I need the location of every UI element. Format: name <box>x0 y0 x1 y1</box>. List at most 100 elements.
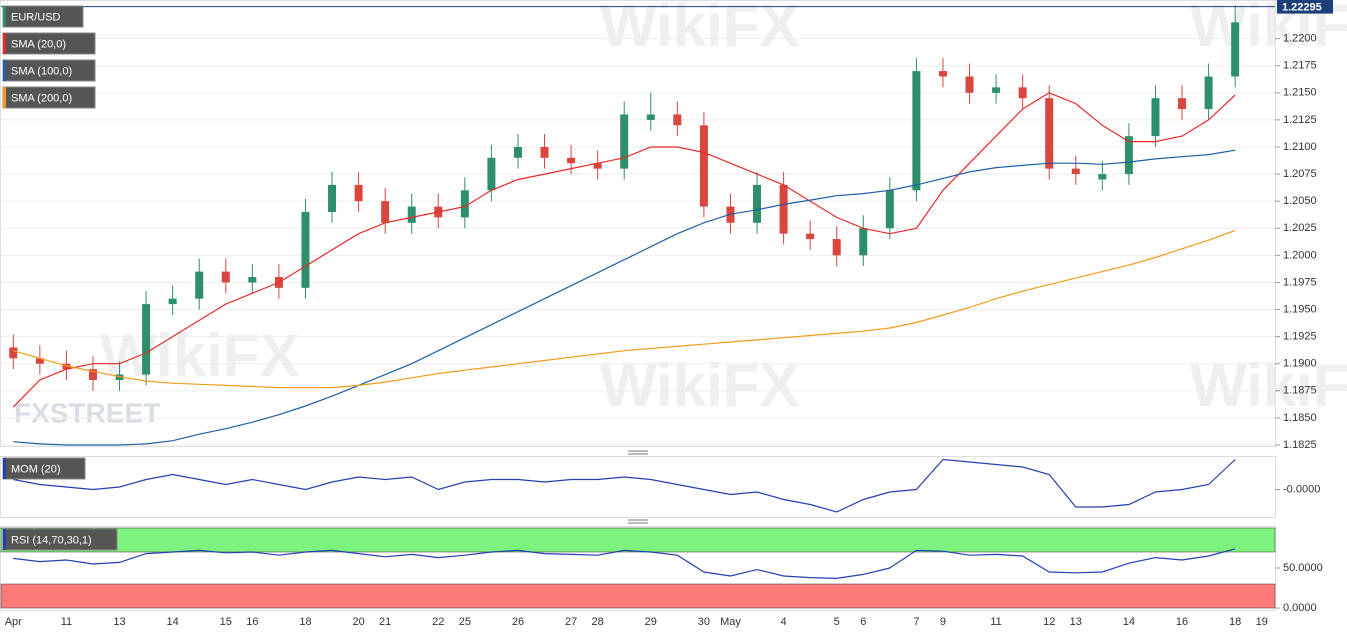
candle-body <box>832 239 841 256</box>
candle-body <box>328 184 337 212</box>
y-tick-label: 1.1950 <box>1283 303 1317 315</box>
candle-body <box>938 71 947 77</box>
candle-body <box>779 184 788 234</box>
candle-body <box>540 146 549 158</box>
main-panel <box>0 0 1276 447</box>
candle-body <box>859 228 868 256</box>
candle-body <box>965 76 974 93</box>
candle-body <box>35 358 44 364</box>
legend-label: EUR/USD <box>11 11 61 23</box>
y-tick-label: -0.0000 <box>1283 483 1320 495</box>
y-tick-label: 50.0000 <box>1283 562 1323 574</box>
candle-body <box>1231 22 1240 77</box>
x-tick-label: 11 <box>990 616 1001 628</box>
candle-body <box>381 201 390 223</box>
legend-swatch <box>3 87 6 108</box>
x-tick-label: 6 <box>860 616 866 628</box>
x-tick-label: 13 <box>1070 616 1082 628</box>
x-tick-label: 20 <box>352 616 364 628</box>
candle-body <box>673 114 682 126</box>
watermark: WikiFX <box>100 322 299 389</box>
mom-panel <box>0 456 1276 518</box>
y-tick-label: 1.2050 <box>1283 195 1317 207</box>
y-tick-label: 1.2100 <box>1283 141 1317 153</box>
indicator-line <box>13 229 1236 389</box>
x-tick-label: 14 <box>1123 616 1135 628</box>
candle-body <box>1045 98 1054 169</box>
indicator-line <box>13 458 1236 513</box>
x-tick-label: 18 <box>299 616 311 628</box>
watermark: WikiFX <box>600 352 799 419</box>
x-tick-label: 14 <box>167 616 179 628</box>
candle-body <box>593 163 602 169</box>
y-tick-label: 1.2025 <box>1283 222 1317 234</box>
candle-body <box>195 271 204 299</box>
y-tick-label: 1.1825 <box>1283 439 1317 451</box>
legend-swatch <box>3 33 6 54</box>
y-tick-label: 1.2175 <box>1283 60 1317 72</box>
candle-body <box>1178 98 1187 110</box>
overbought-zone <box>0 527 1276 553</box>
candle-body <box>1204 76 1213 110</box>
candle-body <box>88 369 97 380</box>
last-price-box <box>1277 0 1333 14</box>
x-tick-label: 9 <box>940 616 946 628</box>
legend-label: SMA (100,0) <box>11 65 72 77</box>
candle-body <box>699 125 708 207</box>
candle-body <box>1071 168 1080 175</box>
x-tick-label: 7 <box>913 616 919 628</box>
x-tick-label: 18 <box>1229 616 1241 628</box>
candle-body <box>168 298 177 305</box>
y-tick-label: 1.2075 <box>1283 168 1317 180</box>
x-tick-label: 19 <box>1256 616 1268 628</box>
candle-body <box>301 211 310 288</box>
candle-body <box>487 157 496 191</box>
legend-label: SMA (20,0) <box>11 38 66 50</box>
x-tick-label: 22 <box>432 616 444 628</box>
candle-body <box>753 184 762 223</box>
x-tick-label: 11 <box>61 616 72 628</box>
candle-body <box>221 271 230 283</box>
x-tick-label: May <box>720 616 741 628</box>
y-tick-label: 0.0000 <box>1283 602 1317 614</box>
x-tick-label: 15 <box>220 616 232 628</box>
y-tick-label: 1.2150 <box>1283 87 1317 99</box>
legend-swatch <box>3 458 6 479</box>
candle-body <box>407 206 416 223</box>
x-tick-label: 28 <box>592 616 604 628</box>
y-tick-label: 1.1875 <box>1283 385 1317 397</box>
candle-body <box>1151 98 1160 137</box>
candle-body <box>248 277 257 283</box>
x-tick-label: 4 <box>781 616 787 628</box>
oversold-zone <box>0 583 1276 609</box>
candle-body <box>620 114 629 169</box>
watermark: WikiFX <box>600 0 799 59</box>
indicator-line <box>12 92 1236 408</box>
candle-body <box>992 87 1001 93</box>
y-tick-label: 1.2125 <box>1283 114 1317 126</box>
candle-body <box>1018 87 1027 99</box>
y-tick-label: 1.1925 <box>1283 331 1317 343</box>
indicator-line <box>13 548 1236 580</box>
candle-body <box>460 190 469 218</box>
candle-body <box>646 114 655 120</box>
x-tick-label: 21 <box>379 616 391 628</box>
x-tick-label: 16 <box>1176 616 1188 628</box>
candle-body <box>1124 136 1133 175</box>
candle-body <box>806 233 815 240</box>
candle-body <box>885 190 894 229</box>
x-tick-label: 27 <box>565 616 577 628</box>
y-tick-label: 1.1850 <box>1283 412 1317 424</box>
candle-body <box>9 347 18 359</box>
legend-swatch <box>3 60 6 81</box>
x-tick-label: 5 <box>834 616 840 628</box>
candle-body <box>912 71 921 191</box>
x-tick-label: 25 <box>459 616 471 628</box>
x-tick-label: 12 <box>1043 616 1055 628</box>
indicator-line <box>13 149 1236 446</box>
candle-body <box>513 146 522 158</box>
legend-swatch <box>3 6 6 27</box>
x-tick-label: 16 <box>246 616 258 628</box>
y-tick-label: 1.2000 <box>1283 249 1317 261</box>
